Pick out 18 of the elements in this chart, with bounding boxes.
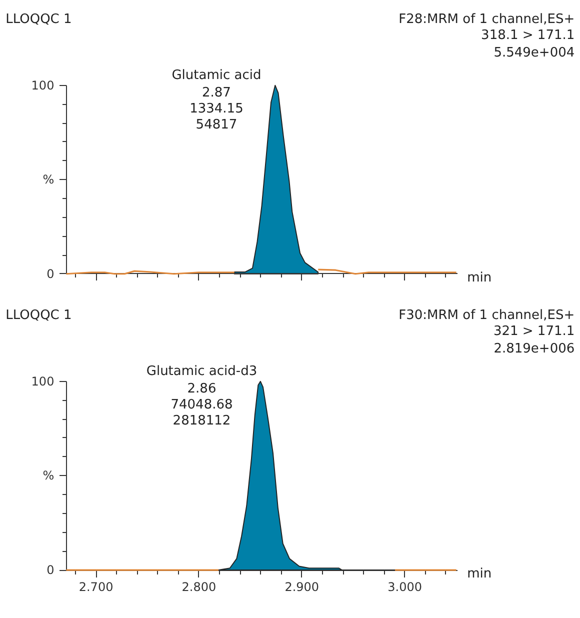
x-tick-label: 2.700	[78, 580, 114, 594]
y-tick-label: %	[42, 468, 54, 483]
x-axis-title: min	[467, 270, 492, 286]
annotation: Glutamic acid-d3 2.86 74048.68 2818112	[146, 364, 258, 428]
text: F30:MRM of 1 channel,ES+ 321 > 171.1 2.819e+006	[398, 308, 575, 356]
chart-title: LLOQQC 1	[6, 12, 72, 27]
y-tick-label: 0	[46, 266, 54, 281]
y-tick-label: 100	[31, 374, 54, 388]
text: F28:MRM of 1 channel,ES+ 318.1 > 171.1 5.549e+004	[398, 12, 575, 60]
y-tick-label: %	[42, 172, 54, 187]
y-tick-label: 100	[31, 78, 54, 92]
annotation: Glutamic acid 2.87 1334.15 54817	[172, 68, 262, 132]
x-axis-title: min	[467, 566, 492, 582]
y-tick-label: 0	[46, 563, 54, 578]
chart-title: LLOQQC 1	[6, 308, 72, 323]
x-tick-label: 2.900	[284, 580, 320, 594]
x-tick-label: 2.800	[182, 580, 216, 594]
x-tick-label: 3.000	[388, 580, 422, 594]
